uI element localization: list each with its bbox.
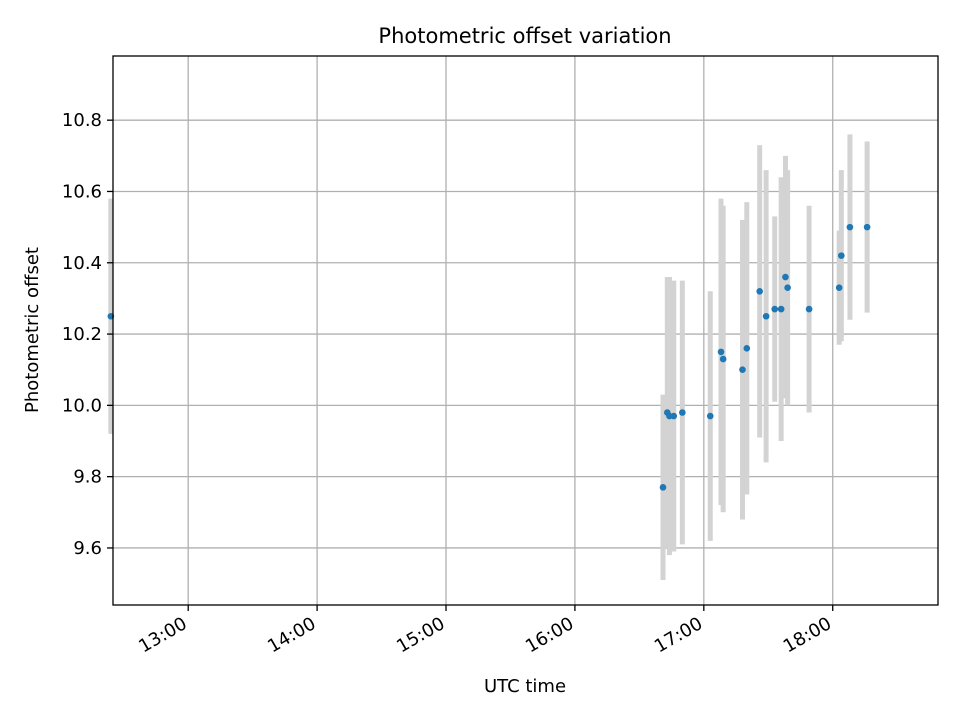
data-point xyxy=(782,273,789,281)
data-point xyxy=(784,284,791,292)
data-point xyxy=(719,355,727,363)
data-point xyxy=(805,305,813,313)
data-point xyxy=(739,366,746,374)
y-axis-label: Photometric offset xyxy=(22,247,43,413)
x-axis-label: UTC time xyxy=(484,676,566,697)
data-point xyxy=(838,252,845,259)
y-tick-label: 10.2 xyxy=(62,324,102,345)
data-point xyxy=(756,287,763,295)
y-tick-label: 10.0 xyxy=(62,395,102,416)
data-point xyxy=(717,348,725,356)
grid xyxy=(113,56,938,605)
data-points xyxy=(107,223,871,491)
data-point xyxy=(706,412,714,420)
y-tick-label: 10.8 xyxy=(62,110,102,131)
data-point xyxy=(659,484,667,491)
data-point xyxy=(743,345,751,352)
data-point xyxy=(762,312,770,320)
data-point xyxy=(846,223,854,231)
y-tick-label: 9.6 xyxy=(73,538,102,559)
data-point xyxy=(670,412,678,420)
data-point xyxy=(771,305,779,313)
y-tick-label: 10.4 xyxy=(62,253,102,274)
y-tick-label: 10.6 xyxy=(62,181,102,202)
data-point xyxy=(835,284,843,292)
plot-frame xyxy=(112,55,939,606)
data-point xyxy=(777,305,785,313)
y-tick-label: 9.8 xyxy=(73,467,102,488)
data-point xyxy=(863,223,871,231)
chart-title: Photometric offset variation xyxy=(378,24,671,48)
y-axis-ticks: 9.6 9.8 10.0 10.2 10.4 10.6 10.8 xyxy=(62,110,113,559)
data-point xyxy=(679,409,686,416)
